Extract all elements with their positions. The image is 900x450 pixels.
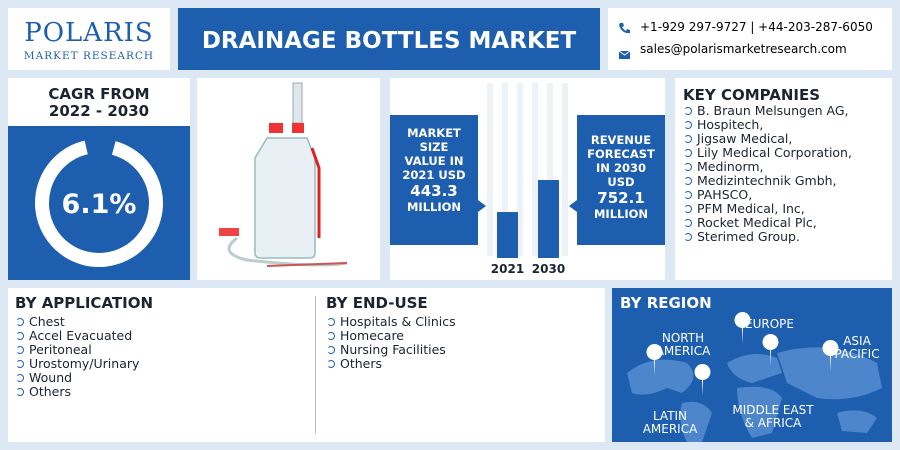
- title: DRAINAGE BOTTLES MARKET: [201, 28, 577, 54]
- revenue-label: REVENUE FORECAST IN 2030 USD: [587, 133, 655, 189]
- list-item: B. Braun Melsungen AG,: [683, 104, 852, 118]
- revenue-callout: REVENUE FORECAST IN 2030 USD 752.1 MILLI…: [577, 115, 665, 245]
- market-box: 2021 2030 MARKET SIZE VALUE IN 2021 USD 4…: [390, 78, 665, 280]
- market-size-callout: MARKET SIZE VALUE IN 2021 USD 443.3 MILL…: [390, 115, 478, 245]
- list-item: PFM Medical, Inc,: [683, 202, 852, 216]
- contact-box: +1-929 297-9727 | +44-203-287-6050 sales…: [608, 8, 892, 70]
- segments-box: BY APPLICATION Chest Accel Evacuated Perit…: [8, 288, 605, 442]
- region-label: NORTH AMERICA: [655, 331, 711, 358]
- list-item: PAHSCO,: [683, 188, 852, 202]
- cagr-box: CAGR FROM 2022 - 2030 6.1%: [8, 78, 190, 280]
- cagr-panel: 6.1%: [8, 126, 190, 280]
- region-box: BY REGION NORTH AMERICA EUROPE ASIA PACI…: [612, 288, 892, 442]
- list-item: Medizintechnik Gmbh,: [683, 174, 852, 188]
- market-chart: 2021 2030: [478, 83, 577, 276]
- list-item: Hospitech,: [683, 118, 852, 132]
- list-item: Others: [326, 357, 456, 371]
- cagr-label: CAGR FROM 2022 - 2030: [48, 85, 150, 120]
- list-item: Medinorm,: [683, 160, 852, 174]
- logo: POLARIS: [24, 18, 154, 48]
- bar-year: 2021: [491, 262, 524, 276]
- market-size-unit: MILLION: [406, 200, 462, 214]
- contact-icons: [618, 23, 630, 59]
- list-item: Chest: [15, 315, 139, 329]
- companies-list: B. Braun Melsungen AG, Hospitech, Jigsaw M…: [683, 104, 852, 244]
- list-item: Urostomy/Urinary: [15, 357, 139, 371]
- list-item: Wound: [15, 371, 139, 385]
- end-use-list: Hospitals & Clinics Homecare Nursing Facil…: [326, 315, 456, 371]
- application-title: BY APPLICATION: [15, 294, 154, 312]
- list-item: Others: [15, 385, 139, 399]
- list-item: Peritoneal: [15, 343, 139, 357]
- list-item: Homecare: [326, 329, 456, 343]
- application-list: Chest Accel Evacuated Peritoneal Urostomy/U…: [15, 315, 139, 399]
- logo-box: POLARIS MARKET RESEARCH: [8, 8, 170, 70]
- region-title: BY REGION: [620, 294, 712, 312]
- list-item: Lily Medical Corporation,: [683, 146, 852, 160]
- product-image: [197, 78, 380, 280]
- world-map: [627, 312, 882, 442]
- divider: [315, 296, 316, 434]
- region-label: EUROPE: [745, 317, 794, 331]
- cagr-ring: [35, 139, 163, 267]
- list-item: Jigsaw Medical,: [683, 132, 852, 146]
- phone: +1-929 297-9727 | +44-203-287-6050: [640, 20, 873, 34]
- companies-box: KEY COMPANIES B. Braun Melsungen AG, Hosp…: [675, 78, 892, 280]
- email: sales@polarismarketresearch.com: [640, 42, 847, 56]
- bar: [497, 212, 518, 258]
- list-item: Hospitals & Clinics: [326, 315, 456, 329]
- end-use-title: BY END-USE: [326, 294, 428, 312]
- list-item: Rocket Medical Plc,: [683, 216, 852, 230]
- companies-title: KEY COMPANIES: [683, 86, 821, 104]
- cagr-value: 6.1%: [61, 189, 137, 220]
- market-size-label: MARKET SIZE VALUE IN 2021 USD: [402, 126, 466, 182]
- revenue-unit: MILLION: [593, 207, 649, 221]
- bottle: [219, 82, 348, 267]
- region-label: MIDDLE EAST & AFRICA: [732, 403, 814, 430]
- list-item: Sterimed Group.: [683, 230, 852, 244]
- region-label: ASIA PACIFIC: [834, 334, 880, 361]
- logo-sub: MARKET RESEARCH: [23, 50, 155, 62]
- title-box: DRAINAGE BOTTLES MARKET: [178, 8, 600, 70]
- market-size-value: 443.3: [410, 182, 458, 200]
- revenue-value: 752.1: [597, 189, 645, 207]
- list-item: Accel Evacuated: [15, 329, 139, 343]
- region-label: LATIN AMERICA: [642, 409, 698, 436]
- list-item: Nursing Facilities: [326, 343, 456, 357]
- bar: [538, 180, 559, 258]
- bar-year: 2030: [532, 262, 565, 276]
